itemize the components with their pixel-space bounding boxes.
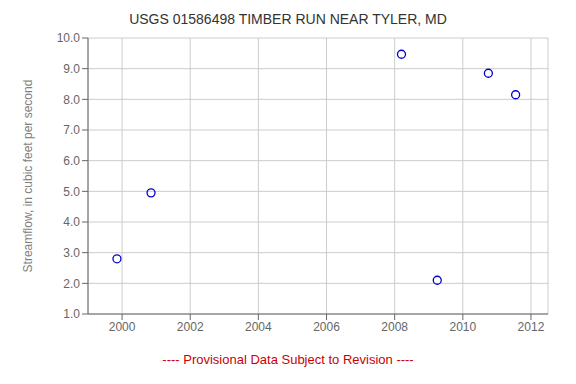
svg-text:4.0: 4.0 bbox=[63, 215, 80, 229]
svg-text:2006: 2006 bbox=[313, 320, 340, 334]
svg-text:Streamflow, in cubic feet per: Streamflow, in cubic feet per second bbox=[21, 80, 35, 273]
svg-text:2008: 2008 bbox=[381, 320, 408, 334]
svg-text:1.0: 1.0 bbox=[63, 307, 80, 321]
svg-text:2004: 2004 bbox=[245, 320, 272, 334]
svg-text:3.0: 3.0 bbox=[63, 246, 80, 260]
svg-text:2.0: 2.0 bbox=[63, 277, 80, 291]
svg-text:8.0: 8.0 bbox=[63, 93, 80, 107]
svg-text:5.0: 5.0 bbox=[63, 185, 80, 199]
svg-text:2012: 2012 bbox=[518, 320, 545, 334]
html-text:USGS 01586498 TIMBER RUN NEAR: USGS 01586498 TIMBER RUN NEAR TYLER, MD bbox=[129, 11, 447, 27]
svg-text:2000: 2000 bbox=[109, 320, 136, 334]
html-text:---- Provisional Data Subject: ---- Provisional Data Subject to Revisio… bbox=[162, 352, 414, 367]
svg-text:7.0: 7.0 bbox=[63, 123, 80, 137]
svg-text:9.0: 9.0 bbox=[63, 62, 80, 76]
svg-text:10.0: 10.0 bbox=[57, 31, 81, 45]
svg-text:2002: 2002 bbox=[177, 320, 204, 334]
svg-text:2010: 2010 bbox=[449, 320, 476, 334]
svg-text:6.0: 6.0 bbox=[63, 154, 80, 168]
